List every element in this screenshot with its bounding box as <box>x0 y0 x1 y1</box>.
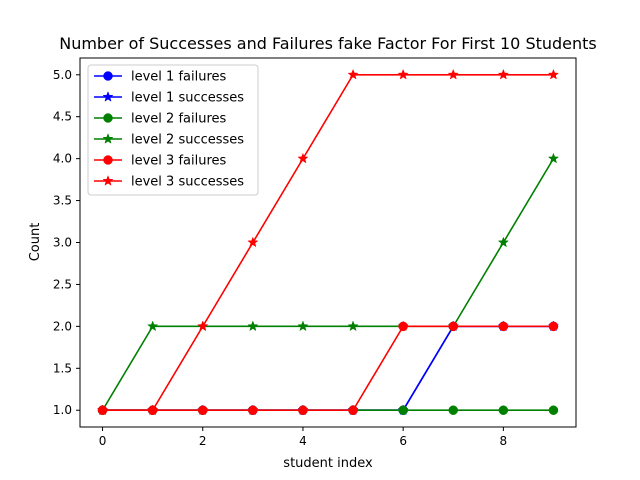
data-point <box>547 68 560 80</box>
data-point <box>498 405 509 415</box>
legend-marker <box>102 133 114 144</box>
y-tick-label: 3.0 <box>53 236 72 250</box>
y-tick-label: 1.5 <box>53 361 72 375</box>
y-tick-label: 1.0 <box>53 403 72 417</box>
y-tick-label: 3.5 <box>53 194 72 208</box>
data-point <box>397 68 409 80</box>
data-point <box>298 405 308 415</box>
legend-marker <box>102 175 114 186</box>
y-tick-label: 2.0 <box>53 319 72 333</box>
legend-item: level 3 failures <box>94 154 227 169</box>
x-tick-label: 6 <box>399 434 407 448</box>
data-point <box>347 68 359 80</box>
data-point <box>347 320 359 332</box>
data-point <box>547 152 560 164</box>
x-axis-label: student index <box>283 456 373 471</box>
data-point <box>348 405 358 415</box>
legend-marker <box>103 71 113 81</box>
data-point <box>398 405 408 415</box>
y-tick-label: 4.0 <box>53 152 72 166</box>
legend-item: level 1 successes <box>94 91 244 106</box>
legend-label: level 2 successes <box>131 133 244 148</box>
data-point <box>448 321 459 332</box>
y-tick-label: 4.5 <box>53 110 72 124</box>
series-line <box>101 158 555 411</box>
chart-title: Number of Successes and Failures fake Fa… <box>59 34 597 53</box>
plot-area <box>96 68 560 416</box>
data-point <box>247 320 259 332</box>
data-point <box>398 321 408 332</box>
data-point <box>297 152 309 164</box>
legend-marker <box>103 113 113 123</box>
y-axis-label: Count <box>28 223 43 262</box>
data-point <box>248 405 258 415</box>
x-tick-label: 2 <box>199 434 207 448</box>
legend-item: level 1 failures <box>94 70 227 85</box>
x-tick-label: 8 <box>500 434 508 448</box>
plot-frame <box>79 57 577 428</box>
legend-item: level 2 successes <box>94 133 244 148</box>
legend-label: level 1 failures <box>131 70 227 85</box>
legend-marker <box>103 155 113 165</box>
legend-label: level 3 failures <box>131 154 227 169</box>
data-point <box>548 321 559 332</box>
data-point <box>147 320 159 332</box>
legend-item: level 2 failures <box>94 112 227 127</box>
series-line <box>102 73 554 412</box>
data-point <box>498 321 509 332</box>
data-point <box>447 68 459 80</box>
data-point <box>96 404 109 416</box>
data-point <box>497 68 509 80</box>
data-point <box>197 405 208 415</box>
legend-label: level 2 failures <box>131 112 227 127</box>
series-level-3-successes <box>96 68 560 416</box>
y-tick-label: 5.0 <box>53 68 72 82</box>
data-point <box>548 405 559 415</box>
data-point <box>197 320 209 332</box>
x-tick-label: 0 <box>99 434 107 448</box>
legend-label: level 1 successes <box>131 91 244 106</box>
legend: level 1 failures level 1 successes level 2… <box>87 64 259 196</box>
legend-label: level 3 successes <box>131 175 244 190</box>
series-line <box>102 325 554 412</box>
data-point <box>448 405 459 415</box>
data-point <box>297 320 309 332</box>
y-tick-label: 2.5 <box>53 277 72 291</box>
legend-box <box>87 64 259 196</box>
data-point <box>497 236 509 248</box>
axis-ticks: 0 2 4 6 8 1.0 1.5 2.0 2.5 3.0 3.5 4.0 4.5 5.0 <box>53 68 507 448</box>
data-point <box>247 236 259 248</box>
legend-item: level 3 successes <box>94 175 244 190</box>
legend-marker <box>102 91 114 102</box>
x-tick-label: 4 <box>299 434 307 448</box>
data-point <box>147 404 159 416</box>
